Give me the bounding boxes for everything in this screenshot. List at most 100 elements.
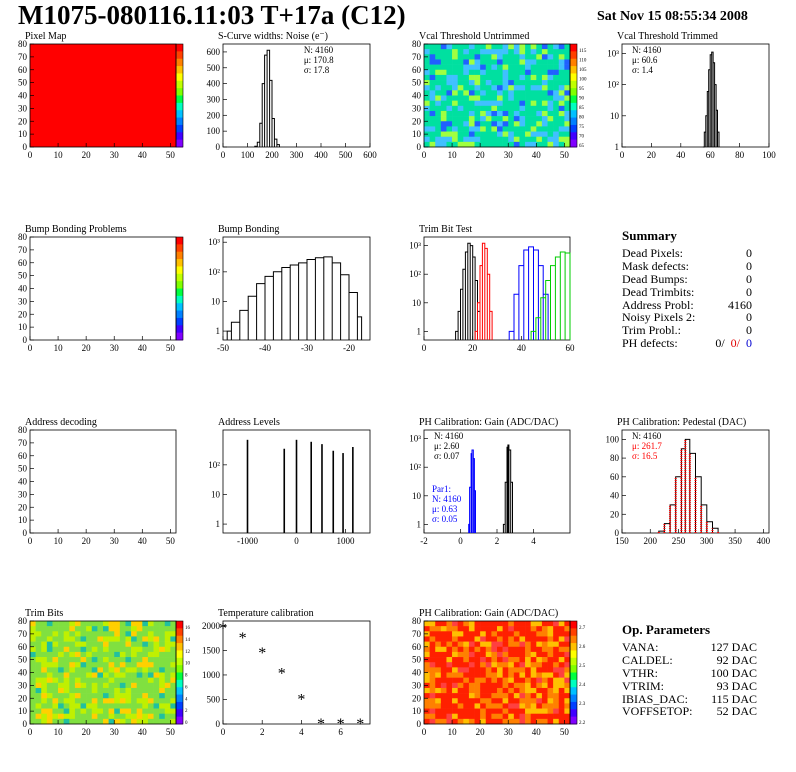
palette-swatch xyxy=(176,251,183,260)
heatmap-cell xyxy=(159,682,166,689)
heatmap-cell xyxy=(502,718,509,725)
heatmap-cell xyxy=(35,626,42,632)
heatmap-cell xyxy=(491,698,498,704)
heatmap-cell xyxy=(553,49,560,55)
y-tick-label: 80 xyxy=(18,425,28,435)
heatmap-cell xyxy=(114,718,121,725)
heatmap-cell xyxy=(142,703,149,709)
heatmap-cell xyxy=(564,651,571,658)
heatmap-cell xyxy=(547,80,554,86)
heatmap-cell xyxy=(541,116,548,122)
heatmap-cell xyxy=(536,105,543,112)
heatmap-cell xyxy=(485,693,492,699)
heatmap-cell xyxy=(446,136,453,143)
heatmap-cell xyxy=(52,693,59,699)
heatmap-cell xyxy=(530,667,537,673)
heatmap-cell xyxy=(558,682,565,689)
heatmap-cell xyxy=(513,667,520,673)
heatmap-cell xyxy=(424,69,430,76)
heatmap-cell xyxy=(480,121,487,127)
heatmap-cell xyxy=(80,631,87,637)
summary-label: Dead Trimbits: xyxy=(622,284,695,299)
heatmap-cell xyxy=(46,718,53,725)
heatmap-cell xyxy=(485,74,492,81)
heatmap-cell xyxy=(564,682,571,689)
heatmap-cell xyxy=(147,713,154,720)
heatmap-cell xyxy=(474,105,481,112)
heatmap-cell xyxy=(497,100,503,107)
heatmap-cell xyxy=(435,698,442,704)
heatmap-cell xyxy=(114,651,121,658)
palette-label: 16 xyxy=(185,626,191,631)
heatmap-cell xyxy=(52,662,59,668)
heatmap-cell xyxy=(519,718,526,725)
heatmap-cell xyxy=(41,631,48,637)
heatmap-cell xyxy=(58,687,64,694)
stats-line: N: 4160 xyxy=(434,431,464,441)
heatmap-cell xyxy=(485,626,492,632)
heatmap-cell xyxy=(136,626,143,632)
heatmap-cell xyxy=(547,682,554,689)
heatmap-cell xyxy=(536,703,543,709)
chart-title: Address decoding xyxy=(25,417,97,428)
stats-line: N: 4160 xyxy=(632,431,662,441)
heatmap-cell xyxy=(457,126,464,132)
heatmap-cell xyxy=(80,657,87,663)
heatmap-cell xyxy=(480,95,487,101)
heatmap-cell xyxy=(497,667,503,673)
heatmap-cell xyxy=(474,136,481,143)
heatmap-cell xyxy=(491,718,498,725)
heatmap-cell xyxy=(485,121,492,127)
heatmap-cell xyxy=(480,703,487,709)
x-tick-label: 30 xyxy=(110,727,120,737)
heatmap-cell xyxy=(502,105,509,112)
x-tick-label: 40 xyxy=(138,536,148,546)
heatmap-cell xyxy=(468,121,475,127)
heatmap-cell xyxy=(513,646,520,653)
heatmap-cell xyxy=(108,626,115,632)
heatmap-cell xyxy=(46,657,53,663)
heatmap-cell xyxy=(74,621,81,627)
heatmap-cell xyxy=(519,646,526,653)
heatmap-cell xyxy=(91,703,98,709)
heatmap-cell xyxy=(480,64,487,71)
data-point: * xyxy=(317,716,325,733)
heatmap-cell xyxy=(508,136,515,143)
heatmap-cell xyxy=(525,651,531,658)
y-tick-label: 10 xyxy=(18,515,28,525)
palette-swatch xyxy=(570,88,577,96)
heatmap-cell xyxy=(491,131,498,137)
heatmap-cell xyxy=(463,49,470,55)
heatmap-cell xyxy=(530,44,537,50)
heatmap-cell xyxy=(530,85,537,91)
heatmap-cell xyxy=(541,636,548,642)
heatmap-cell xyxy=(440,713,447,720)
y-tick-label: 1 xyxy=(216,326,221,336)
heatmap-cell xyxy=(170,708,177,714)
heatmap-cell xyxy=(553,74,560,81)
heatmap-cell xyxy=(435,708,442,714)
heatmap-cell xyxy=(170,693,177,699)
heatmap-cell xyxy=(429,54,436,60)
heatmap-cell xyxy=(429,687,436,694)
heatmap-cell xyxy=(508,141,515,148)
heatmap-cell xyxy=(480,693,487,699)
heatmap-cell xyxy=(446,116,453,122)
heatmap-cell xyxy=(558,105,565,112)
heatmap-cell xyxy=(502,682,509,689)
heatmap-cell xyxy=(541,718,548,725)
heatmap-cell xyxy=(564,703,571,709)
heatmap-cell xyxy=(74,641,81,648)
heatmap-cell xyxy=(463,698,470,704)
summary-value: 0 xyxy=(746,310,752,325)
heatmap-cell xyxy=(457,682,464,689)
summary-title: Summary xyxy=(622,228,677,243)
heatmap-cell xyxy=(440,662,447,668)
y-tick-label: 40 xyxy=(18,477,28,487)
palette-swatch xyxy=(570,716,577,725)
x-tick-label: 200 xyxy=(644,536,658,546)
heatmap-cell xyxy=(435,49,442,55)
heatmap-cell xyxy=(97,636,104,642)
heatmap-cell xyxy=(541,641,548,648)
heatmap-cell xyxy=(491,116,498,122)
